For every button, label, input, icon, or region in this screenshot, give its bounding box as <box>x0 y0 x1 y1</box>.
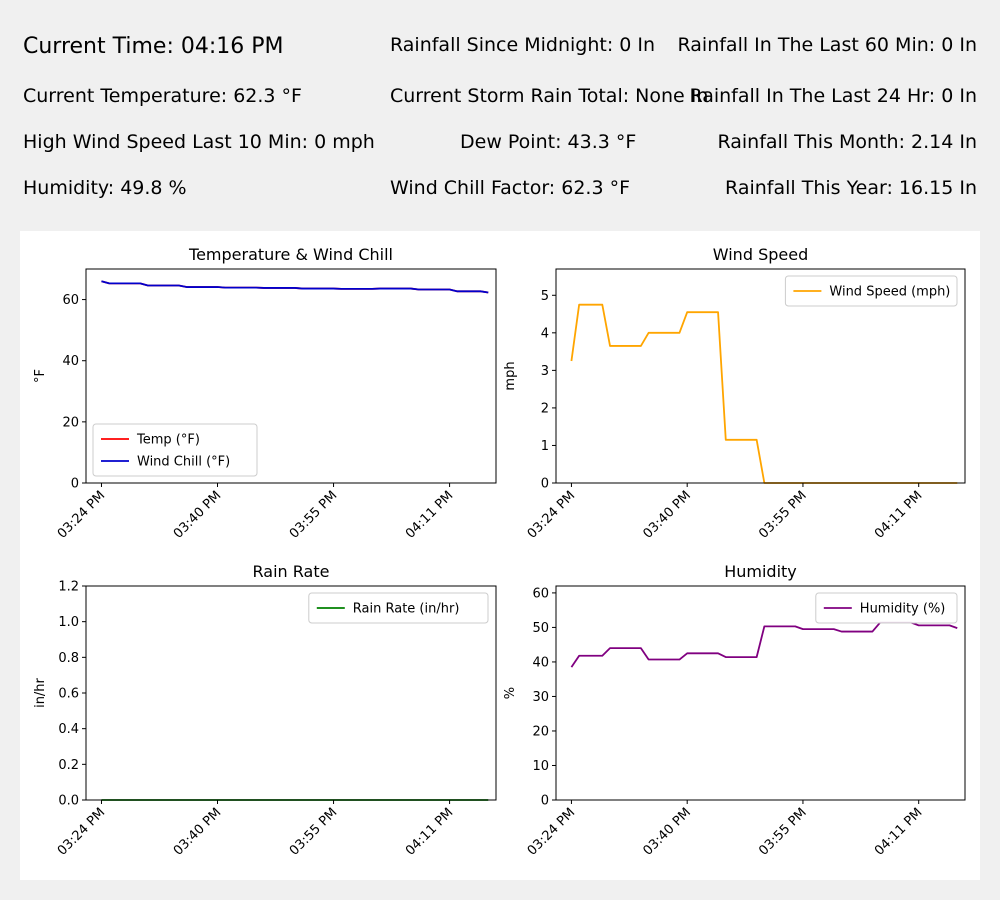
rain-this-month: Rainfall This Month: 2.14 In <box>717 131 977 153</box>
axes-frame <box>555 585 966 801</box>
rain-since-midnight: Rainfall Since Midnight: 0 In <box>390 34 656 56</box>
x-tick-label: 03:24 PM <box>55 805 108 858</box>
y-tick-label: 2 <box>541 401 549 416</box>
y-tick-label: 20 <box>532 724 549 739</box>
x-tick-label: 03:24 PM <box>55 488 108 541</box>
x-tick-label: 03:40 PM <box>641 488 694 541</box>
storm-rain-total: Current Storm Rain Total: None In <box>390 85 709 107</box>
x-tick-label: 03:55 PM <box>756 488 809 541</box>
chart-rain: Rain Rate 0.0 0.2 0.4 0.6 0.8 1.0 1.2 03:24 PM 03… <box>33 562 497 859</box>
y-tick-label: 40 <box>62 354 79 369</box>
y-tick-label: 50 <box>532 621 549 636</box>
y-tick-label: 1.0 <box>58 615 79 630</box>
series-line-wind_speed <box>570 303 958 484</box>
y-tick-label: 0 <box>541 477 549 492</box>
chart-title: Wind Speed <box>713 245 808 264</box>
legend-label: Wind Chill (°F) <box>137 455 230 470</box>
y-tick-label: 0.4 <box>58 722 79 737</box>
chart-title: Humidity <box>724 562 797 581</box>
chart-title: Temperature & Wind Chill <box>188 245 393 264</box>
chart-temp: Temperature & Wind Chill 0 20 40 60 03:24 PM 0… <box>33 245 497 542</box>
y-tick-label: 0.6 <box>58 687 79 702</box>
legend-box <box>815 592 958 624</box>
x-tick-label: 04:11 PM <box>403 805 456 858</box>
series-line-temp <box>101 280 489 294</box>
wind-chill-factor: Wind Chill Factor: 62.3 °F <box>390 177 631 199</box>
y-tick-label: 1 <box>541 439 549 454</box>
y-tick-label: 0 <box>71 477 79 492</box>
y-tick-label: 40 <box>532 655 549 670</box>
chart-title: Rain Rate <box>253 562 330 581</box>
y-tick-label: 4 <box>541 326 549 341</box>
high-wind-speed: High Wind Speed Last 10 Min: 0 mph <box>23 131 375 153</box>
y-axis-label: % <box>503 687 518 699</box>
x-tick-label: 03:40 PM <box>171 488 224 541</box>
stats-panel: Current Time: 04:16 PM Current Temperatu… <box>0 0 1000 230</box>
legend-box <box>784 275 958 307</box>
y-tick-label: 0.0 <box>58 794 79 809</box>
x-tick-label: 03:55 PM <box>756 805 809 858</box>
chart-wind: Wind Speed 0 1 2 3 4 5 03:24 PM 03:40 PM 03:55 PM… <box>503 245 966 542</box>
series-line-wind_chill <box>101 280 489 294</box>
x-tick-label: 03:40 PM <box>171 805 224 858</box>
y-axis-label: mph <box>503 361 518 390</box>
y-axis-label: in/hr <box>33 677 48 707</box>
axes-frame <box>85 268 497 484</box>
x-tick-label: 03:55 PM <box>287 805 340 858</box>
axes-frame <box>555 268 966 484</box>
legend: Humidity (%) <box>815 592 958 624</box>
y-tick-label: 1.2 <box>58 580 79 595</box>
chart-hum: Humidity 0 10 20 30 40 50 60 03:24 PM 03:40 PM 03:… <box>503 562 966 859</box>
x-tick-label: 04:11 PM <box>872 805 925 858</box>
legend: Rain Rate (in/hr) <box>308 592 489 624</box>
legend-box <box>92 423 258 477</box>
x-tick-label: 03:24 PM <box>525 488 578 541</box>
legend-label: Temp (°F) <box>136 433 200 448</box>
y-tick-label: 3 <box>541 364 549 379</box>
series-line-humidity <box>570 621 958 668</box>
y-tick-label: 10 <box>532 759 549 774</box>
current-temperature: Current Temperature: 62.3 °F <box>23 85 302 107</box>
x-tick-label: 03:40 PM <box>641 805 694 858</box>
current-time: Current Time: 04:16 PM <box>23 34 284 59</box>
humidity-stat: Humidity: 49.8 % <box>23 177 187 199</box>
legend: Temp (°F) Wind Chill (°F) <box>92 423 258 477</box>
y-tick-label: 0 <box>541 794 549 809</box>
x-tick-label: 03:55 PM <box>287 488 340 541</box>
x-tick-label: 03:24 PM <box>525 805 578 858</box>
legend-label: Rain Rate (in/hr) <box>353 602 460 617</box>
y-tick-label: 30 <box>532 690 549 705</box>
legend-label: Wind Speed (mph) <box>829 285 950 300</box>
charts-panel: Temperature & Wind Chill 0 20 40 60 03:24 PM 0… <box>20 231 980 880</box>
x-tick-label: 04:11 PM <box>872 488 925 541</box>
rain-last-60-min: Rainfall In The Last 60 Min: 0 In <box>677 34 977 56</box>
x-tick-label: 04:11 PM <box>403 488 456 541</box>
y-axis-label: °F <box>33 369 48 383</box>
y-tick-label: 0.2 <box>58 758 79 773</box>
y-tick-label: 60 <box>62 293 79 308</box>
y-tick-label: 5 <box>541 289 549 304</box>
dew-point: Dew Point: 43.3 °F <box>460 131 637 153</box>
legend: Wind Speed (mph) <box>784 275 958 307</box>
legend-label: Humidity (%) <box>860 602 946 617</box>
y-tick-label: 0.8 <box>58 651 79 666</box>
rain-last-24-hr: Rainfall In The Last 24 Hr: 0 In <box>689 85 977 107</box>
rain-this-year: Rainfall This Year: 16.15 In <box>725 177 977 199</box>
legend-box <box>308 592 489 624</box>
y-tick-label: 20 <box>62 415 79 430</box>
y-tick-label: 60 <box>532 586 549 601</box>
